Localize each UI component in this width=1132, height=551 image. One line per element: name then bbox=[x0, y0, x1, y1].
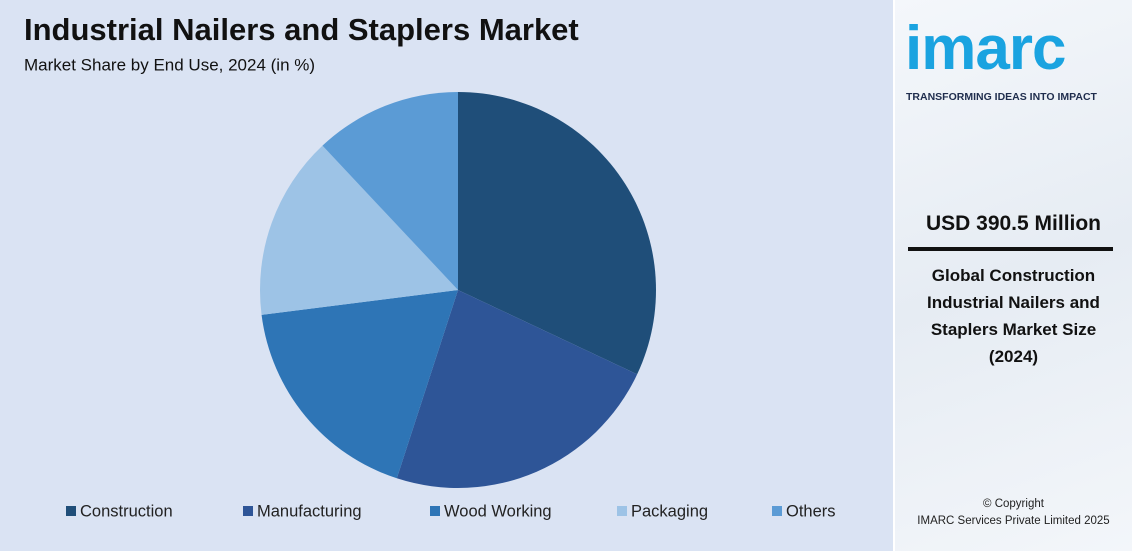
chart: Industrial Nailers and Staplers Market M… bbox=[0, 0, 893, 551]
description: Global Construction Industrial Nailers a… bbox=[927, 266, 1100, 366]
tagline: TRANSFORMING IDEAS INTO IMPACT bbox=[906, 91, 1097, 103]
company: IMARC Services Private Limited 2025 bbox=[917, 515, 1110, 527]
chart-title: Industrial Nailers and Staplers Market bbox=[24, 12, 579, 47]
legend-swatch bbox=[66, 506, 76, 516]
legend-swatch bbox=[243, 506, 253, 516]
legend-swatch bbox=[617, 506, 627, 516]
sidebar: imarc TRANSFORMING IDEAS INTO IMPACT USD… bbox=[895, 0, 1132, 551]
pie-slice bbox=[261, 290, 458, 479]
logo: imarc bbox=[905, 14, 1066, 83]
legend-swatch bbox=[430, 506, 440, 516]
pie-slice bbox=[396, 290, 638, 488]
legend-label: Packaging bbox=[631, 502, 708, 520]
legend-label: Others bbox=[786, 502, 836, 520]
pie-slice bbox=[458, 92, 657, 375]
chart-subtitle: Market Share by End Use, 2024 (in %) bbox=[24, 55, 315, 74]
copyright: © Copyright bbox=[983, 498, 1044, 510]
pie-slice bbox=[322, 92, 458, 290]
legend-label: Construction bbox=[80, 502, 173, 520]
legend-swatch bbox=[772, 506, 782, 516]
pie-slice bbox=[260, 145, 458, 315]
copyright-block: © Copyright IMARC Services Private Limit… bbox=[895, 496, 1132, 530]
legend-label: Wood Working bbox=[444, 502, 552, 520]
legend-label: Manufacturing bbox=[257, 502, 362, 520]
divider bbox=[908, 247, 1113, 251]
market-value: USD 390.5 Million bbox=[925, 212, 1102, 235]
